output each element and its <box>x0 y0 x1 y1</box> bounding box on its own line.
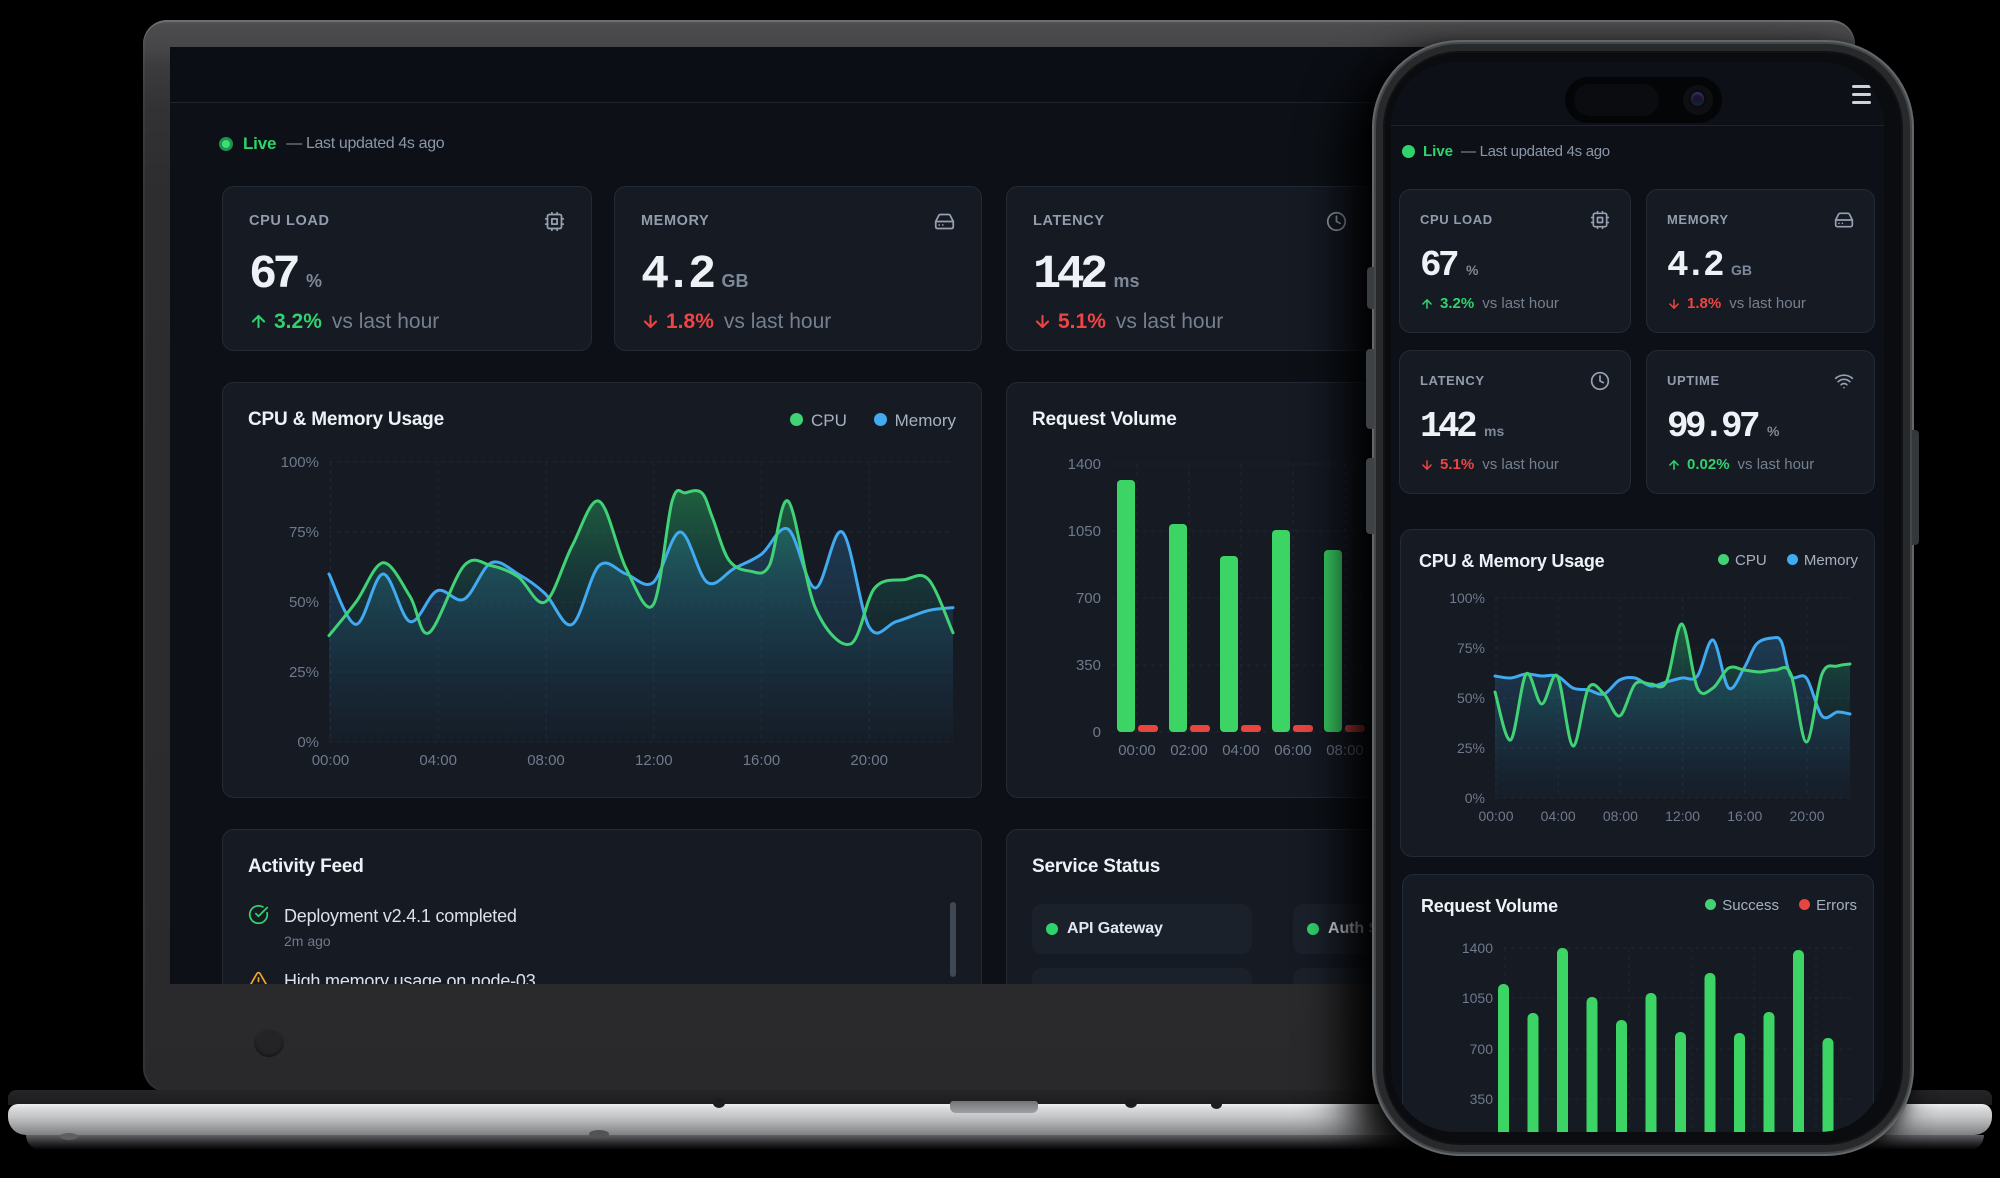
svg-text:02:00: 02:00 <box>1170 742 1208 759</box>
svg-text:1400: 1400 <box>1068 456 1101 473</box>
svg-text:350: 350 <box>1076 657 1101 674</box>
svg-text:12:00: 12:00 <box>635 752 673 769</box>
svg-text:08:00: 08:00 <box>1326 742 1364 759</box>
svg-text:08:00: 08:00 <box>527 752 565 769</box>
svg-text:350: 350 <box>1470 1091 1494 1107</box>
svg-text:75%: 75% <box>1457 640 1485 656</box>
svg-text:00:00: 00:00 <box>312 752 350 769</box>
svg-text:04:00: 04:00 <box>1541 808 1576 824</box>
svg-text:12:00: 12:00 <box>1665 808 1700 824</box>
svg-text:04:00: 04:00 <box>1222 742 1260 759</box>
svg-text:00:00: 00:00 <box>1118 742 1156 759</box>
svg-text:25%: 25% <box>289 664 319 681</box>
svg-text:700: 700 <box>1076 590 1101 607</box>
svg-text:100%: 100% <box>1449 590 1485 606</box>
svg-text:50%: 50% <box>289 594 319 611</box>
svg-text:0%: 0% <box>297 734 319 751</box>
svg-text:50%: 50% <box>1457 690 1485 706</box>
svg-text:100%: 100% <box>281 454 319 471</box>
svg-text:16:00: 16:00 <box>1727 808 1762 824</box>
svg-text:0%: 0% <box>1465 790 1485 806</box>
svg-text:20:00: 20:00 <box>850 752 888 769</box>
svg-text:16:00: 16:00 <box>743 752 781 769</box>
svg-text:08:00: 08:00 <box>1603 808 1638 824</box>
svg-text:700: 700 <box>1470 1041 1494 1057</box>
svg-text:06:00: 06:00 <box>1274 742 1312 759</box>
svg-text:25%: 25% <box>1457 740 1485 756</box>
svg-text:1050: 1050 <box>1068 523 1101 540</box>
svg-text:75%: 75% <box>289 524 319 541</box>
svg-text:20:00: 20:00 <box>1789 808 1824 824</box>
svg-text:1050: 1050 <box>1462 990 1493 1006</box>
svg-text:0: 0 <box>1093 724 1101 741</box>
svg-text:1400: 1400 <box>1462 940 1493 956</box>
svg-text:00:00: 00:00 <box>1478 808 1513 824</box>
svg-text:04:00: 04:00 <box>419 752 457 769</box>
